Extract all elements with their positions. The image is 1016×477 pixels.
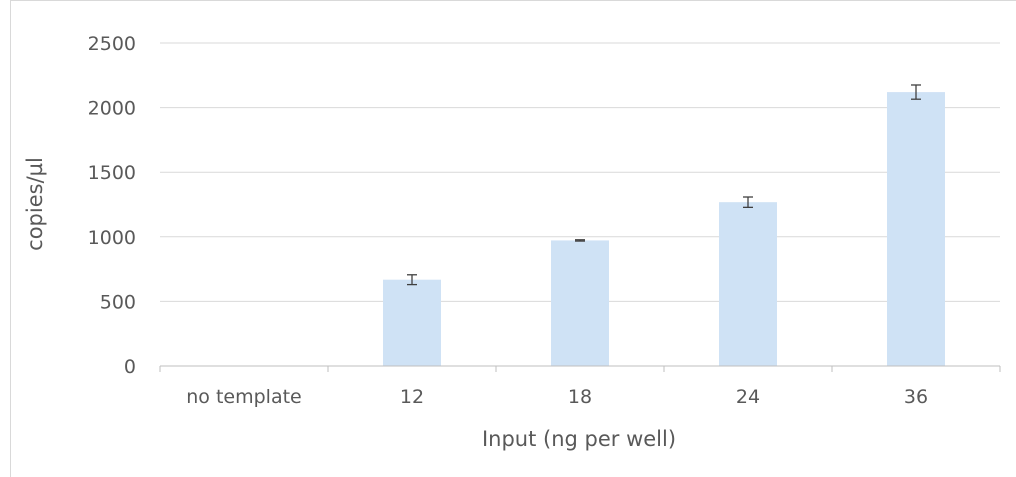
y-tick-label: 2500 [88,33,136,55]
x-tick-labels: no template 12 18 24 36 [186,386,928,408]
error-bar [911,84,921,100]
chart-frame [10,0,1016,477]
x-tick-label: 12 [400,386,424,408]
bar-24 [719,202,777,366]
bars [215,92,945,366]
x-tick-label: 36 [904,386,928,408]
x-tick-label: no template [186,386,301,408]
bar-36 [887,92,945,366]
error-bar [407,274,417,286]
y-tick-label: 2000 [88,98,136,120]
error-bars [407,84,921,286]
x-axis [159,365,1001,372]
x-tick-label: 18 [568,386,592,408]
y-tick-label: 500 [100,291,136,313]
bar-12 [383,279,441,366]
y-tick-labels: 0 500 1000 1500 2000 2500 [88,33,136,378]
bar-18 [551,240,609,366]
x-tick-label: 24 [736,386,760,408]
x-axis-title: Input (ng per well) [482,427,676,451]
y-tick-label: 0 [124,356,136,378]
error-bar [743,196,753,208]
y-axis-title: copies/µl [23,157,47,251]
y-tick-label: 1500 [88,162,136,184]
y-tick-label: 1000 [88,227,136,249]
error-bar [575,239,585,242]
